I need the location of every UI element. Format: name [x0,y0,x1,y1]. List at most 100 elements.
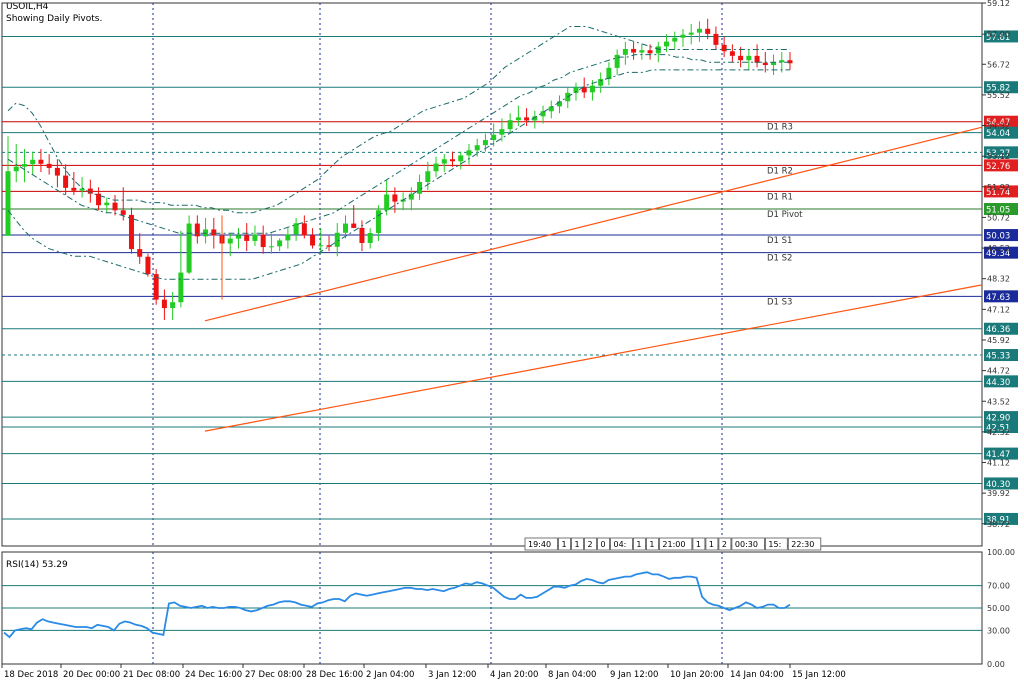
rsi-tick-3: 30.00 [987,626,1010,635]
candle-body-65 [540,111,546,117]
candle-body-84 [696,28,702,33]
time-tag-text-12: 00:30 [735,540,758,549]
candle-body-85 [705,28,711,34]
rsi-tick-1: 70.00 [987,582,1010,591]
candle-body-34 [285,234,291,241]
candle-body-60 [499,129,505,135]
candle-body-76 [631,48,637,53]
candle-body-14 [120,210,126,215]
candle-body-72 [598,79,604,86]
candle-body-42 [351,223,357,228]
time-tag-text-0: 19:40 [528,540,551,549]
time-label-11: 10 Jan 20:00 [670,670,724,680]
price-tick-label-11: 45.92 [987,336,1010,345]
candle-body-31 [260,234,266,248]
candle-body-29 [244,235,250,241]
time-tag-text-6: 1 [636,540,641,549]
candle-body-89 [738,55,744,61]
candle-body-40 [334,232,340,247]
time-tag-text-4: 0 [601,540,606,549]
time-tag-text-14: 22:30 [791,540,814,549]
time-tag-5 [610,537,633,551]
time-tag-14 [787,537,822,551]
time-tag-2 [571,537,584,551]
candle-body-7 [63,175,69,188]
price-tick-label-9: 48.32 [987,275,1010,284]
time-tag-1 [558,537,571,551]
level-tag-0 [984,30,1018,43]
level-tag-1 [984,81,1018,94]
level-tag-9 [984,246,1018,259]
candle-body-58 [482,140,488,146]
level-tag-text-0: 57.81 [986,33,1010,43]
time-tag-text-9: 1 [696,540,701,549]
channel-line-upper [204,126,983,322]
time-tag-text-10: 1 [709,540,714,549]
level-tag-text-10: 47.63 [986,293,1010,303]
candle-body-57 [474,145,480,151]
pivot-label-6: D1 R1 [767,192,793,202]
level-tag-12 [984,349,1018,362]
candle-body-73 [606,67,612,80]
time-tag-text-8: 21:00 [662,540,685,549]
candle-body-3 [30,159,36,165]
candle-body-79 [655,46,661,54]
candle-body-64 [532,116,538,121]
candle-body-20 [170,302,176,309]
level-tag-text-4: 53.27 [986,149,1010,159]
time-label-3: 24 Dec 16:00 [185,670,242,680]
candle-body-44 [367,233,373,243]
time-tag-10 [705,537,719,551]
pivot-label-2: D1 R3 [767,123,793,133]
candle-body-71 [589,85,595,93]
candle-body-19 [161,299,167,309]
time-label-12: 14 Jan 04:00 [730,670,784,680]
time-tag-13 [765,537,788,551]
price-tick-label-1: 57.90 [987,30,1010,39]
candle-body-75 [622,48,628,55]
candle-body-50 [417,181,423,194]
candle-body-0 [5,171,11,236]
level-tag-6 [984,185,1018,198]
candle-body-69 [573,87,579,93]
candle-body-4 [38,159,44,164]
candle-body-83 [688,32,694,35]
bollinger-lower-band [7,69,790,280]
time-tag-11 [718,537,732,551]
candle-body-67 [557,101,563,107]
level-tag-14 [984,411,1018,424]
level-tag-18 [984,512,1018,525]
level-tag-text-18: 38.91 [986,515,1010,525]
candle-body-33 [277,240,283,247]
candle-body-88 [729,51,735,56]
candle-body-6 [54,167,60,176]
price-tick-label-14: 42.32 [987,428,1010,437]
time-tag-9 [692,537,706,551]
level-tag-8 [984,229,1018,242]
candle-body-1 [13,166,19,172]
level-tag-text-7: 51.05 [986,206,1010,216]
candle-body-63 [524,117,530,121]
candle-body-66 [548,106,554,112]
candle-body-9 [79,188,85,191]
time-tag-text-5: 04: [614,540,627,549]
pivot-label-10: D1 S3 [767,297,792,307]
time-tag-text-7: 1 [649,540,654,549]
chart-subtitle: Showing Daily Pivots. [6,14,103,24]
price-panel-frame [1,2,983,547]
time-label-4: 27 Dec 08:00 [245,670,302,680]
level-tag-text-17: 40.30 [986,480,1010,490]
candle-body-12 [104,202,110,206]
time-label-10: 9 Jan 12:00 [610,670,658,680]
candle-body-8 [71,187,77,191]
time-label-1: 20 Dec 00:00 [63,670,120,680]
level-tag-text-6: 51.74 [986,188,1010,198]
pivot-label-7: D1 Pivot [767,210,803,220]
price-tick-label-15: 41.12 [987,459,1010,468]
time-tag-text-11: 2 [722,540,727,549]
candle-body-38 [318,245,324,247]
candle-body-80 [664,41,670,47]
level-tag-text-1: 55.82 [986,84,1010,94]
price-tick-label-6: 51.92 [987,183,1010,192]
